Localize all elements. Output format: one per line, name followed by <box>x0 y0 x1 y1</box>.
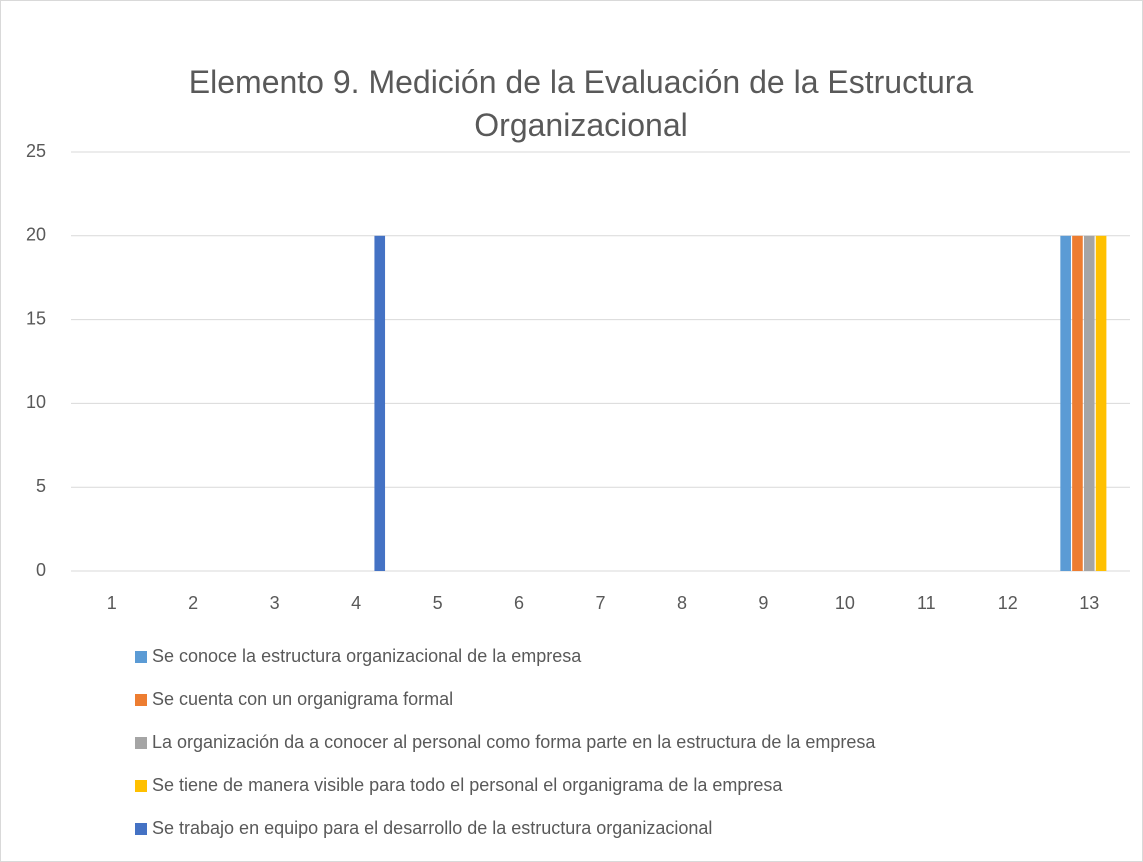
bar <box>374 235 386 572</box>
x-tick-label: 3 <box>270 593 280 613</box>
x-tick-label: 9 <box>758 593 768 613</box>
x-tick-label: 8 <box>677 593 687 613</box>
y-tick-label: 20 <box>26 225 46 245</box>
bar <box>1095 235 1107 572</box>
x-tick-label: 4 <box>351 593 361 613</box>
legend-swatch <box>135 737 147 749</box>
y-tick-label: 15 <box>26 308 46 328</box>
y-tick-label: 10 <box>26 392 46 412</box>
y-tick-label: 5 <box>36 476 46 496</box>
x-tick-label: 7 <box>595 593 605 613</box>
bar <box>1060 235 1071 572</box>
legend-label: Se cuenta con un organigrama formal <box>152 689 453 709</box>
legend-label: Se trabajo en equipo para el desarrollo … <box>152 818 712 838</box>
x-tick-label: 12 <box>998 593 1018 613</box>
x-tick-label: 10 <box>835 593 855 613</box>
legend-swatch <box>135 780 147 792</box>
x-tick-label: 1 <box>107 593 117 613</box>
legend-swatch <box>135 823 147 835</box>
x-tick-label: 5 <box>433 593 443 613</box>
legend-swatch <box>135 651 147 663</box>
legend-label: La organización da a conocer al personal… <box>152 732 876 752</box>
x-tick-label: 11 <box>917 593 936 613</box>
bar <box>1083 235 1095 572</box>
chart-title: Elemento 9. Medición de la Evaluación de… <box>189 64 974 143</box>
legend-swatch <box>135 694 147 706</box>
legend-label: Se conoce la estructura organizacional d… <box>152 646 582 666</box>
y-tick-label: 0 <box>36 560 46 580</box>
legend-label: Se tiene de manera visible para todo el … <box>152 775 783 795</box>
bar <box>1072 235 1083 572</box>
x-tick-label: 13 <box>1079 593 1099 613</box>
x-tick-label: 2 <box>188 593 198 613</box>
y-tick-label: 25 <box>26 141 46 161</box>
x-tick-label: 6 <box>514 593 524 613</box>
